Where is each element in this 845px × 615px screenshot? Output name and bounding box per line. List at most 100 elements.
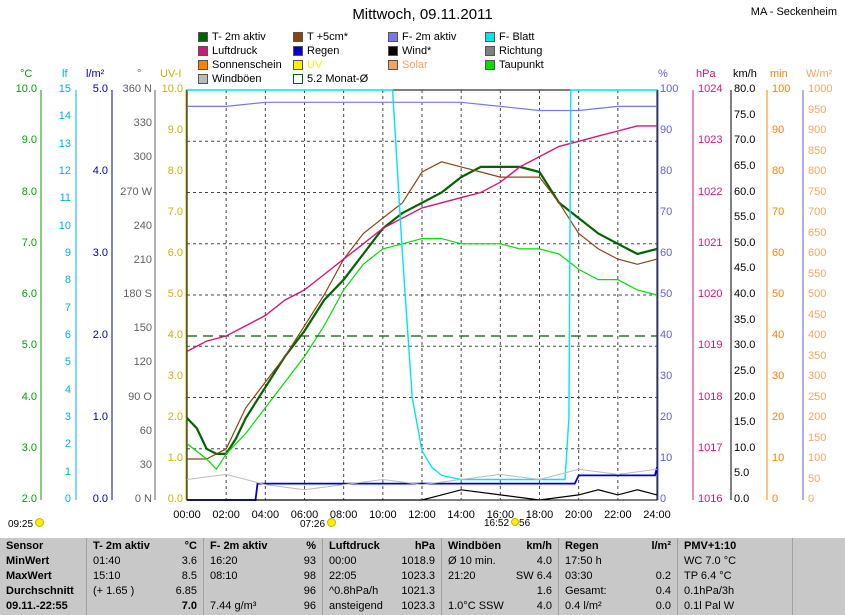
x-tick-label: 08:00 (330, 509, 358, 521)
axis-tick-rain: 1.0 (92, 411, 108, 423)
axis-tick-dir: 90 O (128, 390, 152, 403)
axis-tick-luxlow: 14 (58, 110, 71, 123)
legend-swatch (293, 60, 303, 70)
axis-tick-luxlow: 1 (64, 465, 71, 478)
axis-tick-uv: 4.0 (167, 329, 183, 341)
axis-tick-luxlow: 4 (64, 383, 71, 396)
axis-tick-hum: 10 (660, 452, 673, 464)
axis-tick-wind: 25.0 (734, 364, 756, 377)
axis-tick-luxlow: 2 (64, 438, 71, 451)
axis-tick-solar: 850 (808, 144, 827, 157)
legend-label: F- 2m aktiv (402, 31, 457, 43)
axis-tick-min: 10 (772, 452, 785, 464)
legend-label: Windböen (212, 73, 262, 85)
legend-item: F- 2m aktiv (388, 31, 456, 43)
axis-tick-hum: 30 (660, 370, 673, 382)
legend-swatch (388, 46, 398, 56)
x-tick-label: 22:00 (604, 509, 632, 521)
axis-tick-solar: 500 (808, 288, 827, 300)
axis-tick-dir: 150 (133, 322, 152, 335)
axis-tick-luxlow: 8 (64, 274, 71, 287)
axis-tick-dir: 180 S (123, 288, 152, 300)
footer-hum-col: F- 2m aktiv% 16:20 93 08:10 98 96 7.44 g/m… (204, 538, 323, 615)
axis-tick-uv: 7.0 (167, 206, 183, 218)
legend-swatch (293, 46, 303, 56)
x-tick-label: 02:00 (212, 509, 240, 521)
axis-tick-temp: 4.0 (21, 390, 37, 403)
series-t-2m-aktiv (186, 165, 658, 455)
axis-tick-solar: 700 (808, 206, 827, 218)
legend-label: Solar (402, 59, 428, 71)
axis-tick-hum: 60 (660, 247, 673, 259)
series-t-5cm (187, 161, 658, 460)
axis-tick-dir: 240 (133, 219, 152, 232)
axis-tick-solar: 800 (808, 165, 827, 177)
legend-item: Regen (293, 45, 339, 57)
axis-tick-luxlow: 9 (64, 247, 71, 259)
axis-tick-wind: 70.0 (734, 134, 756, 147)
axis-unit-press: hPa (696, 68, 716, 80)
axis-tick-hum: 50 (660, 288, 673, 300)
axis-tick-solar: 400 (808, 329, 827, 341)
axis-tick-wind: 5.0 (734, 467, 750, 480)
axis-unit-uv: UV-I (160, 68, 182, 80)
axis-tick-solar: 300 (808, 370, 827, 382)
axis-tick-luxlow: 6 (64, 329, 71, 341)
footer-wind-col: Windböen km/h Ø 10 min. 4.0 21:20 SW 6.4 1.… (442, 538, 559, 615)
station-name: MA - Seckenheim (750, 6, 837, 18)
axis-unit-solar: W/m² (806, 68, 833, 80)
axis-tick-temp: 5.0 (21, 339, 37, 352)
legend-label: 5.2 Monat-Ø (307, 73, 369, 85)
x-tick-label: 20:00 (565, 509, 593, 521)
axis-tick-wind: 15.0 (734, 416, 756, 429)
axis-tick-dir: 210 (133, 253, 152, 266)
sunset-time: 16:52 56 (484, 518, 531, 529)
axis-tick-solar: 450 (808, 308, 827, 321)
x-tick-label: 06:00 (291, 509, 319, 521)
axis-tick-uv: 2.0 (167, 411, 183, 423)
axis-tick-min: 20 (772, 411, 785, 423)
axis-tick-dir: 0 N (134, 493, 152, 505)
axis-tick-luxlow: 0 (64, 493, 71, 505)
legend-label: Luftdruck (212, 45, 258, 57)
axis-tick-press: 1019 (698, 339, 723, 352)
axis-tick-luxlow: 5 (64, 356, 71, 369)
axis-tick-wind: 20.0 (734, 390, 756, 403)
legend-label: Sonnenschein (212, 59, 282, 71)
axis-tick-rain: 2.0 (92, 329, 108, 341)
axis-tick-min: 70 (772, 206, 785, 218)
legend-label: Taupunkt (499, 59, 544, 71)
axis-tick-min: 30 (772, 370, 785, 382)
axis-tick-wind: 10.0 (734, 441, 756, 454)
legend-swatch (198, 46, 208, 56)
axis-tick-solar: 550 (808, 267, 827, 280)
x-tick-label: 14:00 (447, 509, 475, 521)
axis-tick-press: 1024 (698, 83, 723, 95)
axis-unit-luxlow: lf (62, 68, 68, 80)
axis-tick-hum: 0 (660, 493, 667, 505)
axis-tick-dir: 120 (133, 356, 152, 369)
axis-tick-min: 40 (772, 329, 785, 341)
axis-tick-hum: 100 (660, 83, 679, 95)
footer-temp-col: T- 2m aktiv °C 01:40 3.6 15:10 8.5 (+ 1.65 … (87, 538, 204, 615)
axis-tick-min: 50 (772, 288, 785, 300)
axis-tick-press: 1023 (698, 134, 723, 147)
axis-tick-press: 1022 (698, 185, 723, 198)
axis-tick-min: 80 (772, 165, 785, 177)
x-tick-label: 24:00 (643, 509, 671, 521)
sunrise-time: 07:26 (300, 518, 337, 530)
axis-tick-press: 1017 (698, 441, 723, 454)
axis-tick-wind: 80.0 (734, 83, 756, 95)
axis-tick-temp: 3.0 (21, 441, 37, 454)
axis-tick-uv: 1.0 (167, 452, 183, 464)
axis-unit-dir: ° (137, 68, 142, 80)
axis-tick-dir: 300 (133, 151, 152, 164)
axis-tick-press: 1020 (698, 288, 723, 300)
legend-item: Luftdruck (198, 45, 257, 57)
footer-pmv-col: PMV+1:10 WC 7.0 °C TP 6.4 °C 0.1hPa/3h 0… (678, 538, 793, 615)
axis-unit-min: min (770, 68, 788, 80)
axis-tick-temp: 6.0 (21, 288, 37, 300)
axis-tick-uv: 10.0 (161, 83, 183, 95)
footer-rain-col: Regen l/m² 17:50 h 03:30 0.2 Gesamt: 0.4 0.… (559, 538, 678, 615)
